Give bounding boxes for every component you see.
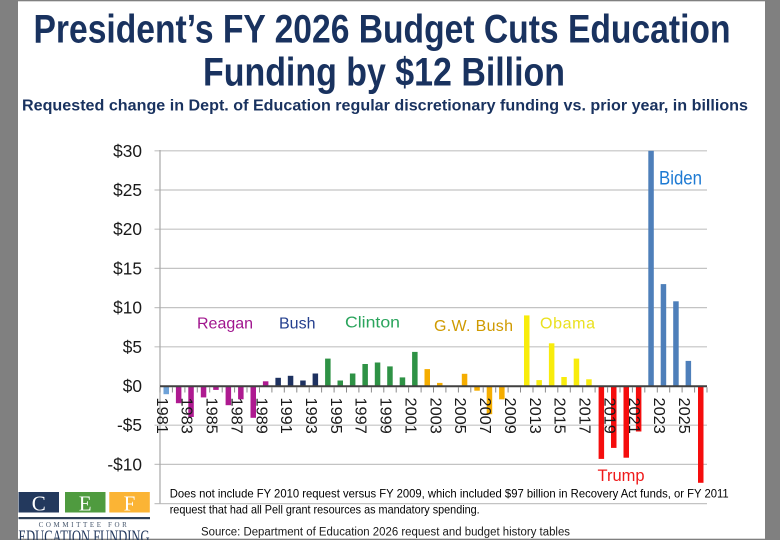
svg-text:$20: $20 <box>113 219 142 239</box>
svg-text:EDUCATION FUNDING: EDUCATION FUNDING <box>19 527 150 540</box>
svg-text:F: F <box>124 492 136 516</box>
svg-text:2005: 2005 <box>451 398 468 434</box>
svg-text:-$10: -$10 <box>107 454 142 474</box>
svg-text:$15: $15 <box>113 258 142 278</box>
svg-text:1999: 1999 <box>377 398 394 434</box>
svg-text:2015: 2015 <box>551 398 568 434</box>
svg-text:$25: $25 <box>113 180 142 200</box>
svg-text:Biden: Biden <box>659 169 702 190</box>
svg-text:Reagan: Reagan <box>197 316 253 333</box>
svg-text:-$5: -$5 <box>117 415 142 435</box>
svg-text:2003: 2003 <box>426 398 443 434</box>
svg-text:President’s FY 2026 Budget Cut: President’s FY 2026 Budget Cuts Educatio… <box>34 8 731 52</box>
svg-text:1985: 1985 <box>203 398 220 434</box>
svg-text:2017: 2017 <box>576 398 593 434</box>
svg-text:1991: 1991 <box>277 398 294 434</box>
svg-text:$10: $10 <box>113 298 142 318</box>
svg-text:1989: 1989 <box>252 398 269 434</box>
svg-text:2021: 2021 <box>625 398 642 434</box>
svg-text:1981: 1981 <box>153 398 170 434</box>
svg-text:Requested change in Dept. of E: Requested change in Dept. of Education r… <box>22 98 748 115</box>
svg-text:$5: $5 <box>123 337 142 357</box>
svg-text:E: E <box>79 492 92 516</box>
svg-text:Obama: Obama <box>540 316 595 333</box>
svg-text:2023: 2023 <box>650 398 667 434</box>
svg-text:2009: 2009 <box>501 398 518 434</box>
svg-text:1993: 1993 <box>302 398 319 434</box>
svg-text:1983: 1983 <box>178 398 195 434</box>
svg-text:Funding by $12 Billion: Funding by $12 Billion <box>203 51 565 95</box>
svg-text:COMMITTEE FOR: COMMITTEE FOR <box>39 521 130 529</box>
svg-text:Trump: Trump <box>598 467 645 485</box>
svg-text:2019: 2019 <box>600 398 617 434</box>
svg-text:2025: 2025 <box>675 398 692 434</box>
svg-text:1987: 1987 <box>227 398 244 434</box>
svg-text:request that had all Pell gran: request that had all Pell grant resource… <box>170 503 480 517</box>
svg-text:2007: 2007 <box>476 398 493 434</box>
svg-text:$30: $30 <box>113 141 142 161</box>
svg-text:1995: 1995 <box>327 398 344 434</box>
svg-text:1997: 1997 <box>352 398 369 434</box>
svg-text:Clinton: Clinton <box>345 315 400 332</box>
svg-text:Bush: Bush <box>279 316 315 333</box>
svg-text:Source: Department of Educatio: Source: Department of Education 2026 req… <box>201 526 570 538</box>
svg-text:2001: 2001 <box>402 398 419 434</box>
svg-text:Does not include FY 2010 reque: Does not include FY 2010 request versus … <box>170 487 729 501</box>
svg-text:$0: $0 <box>123 376 142 396</box>
svg-text:C: C <box>32 492 46 516</box>
svg-text:2013: 2013 <box>526 398 543 434</box>
svg-text:G.W. Bush: G.W. Bush <box>434 318 513 335</box>
